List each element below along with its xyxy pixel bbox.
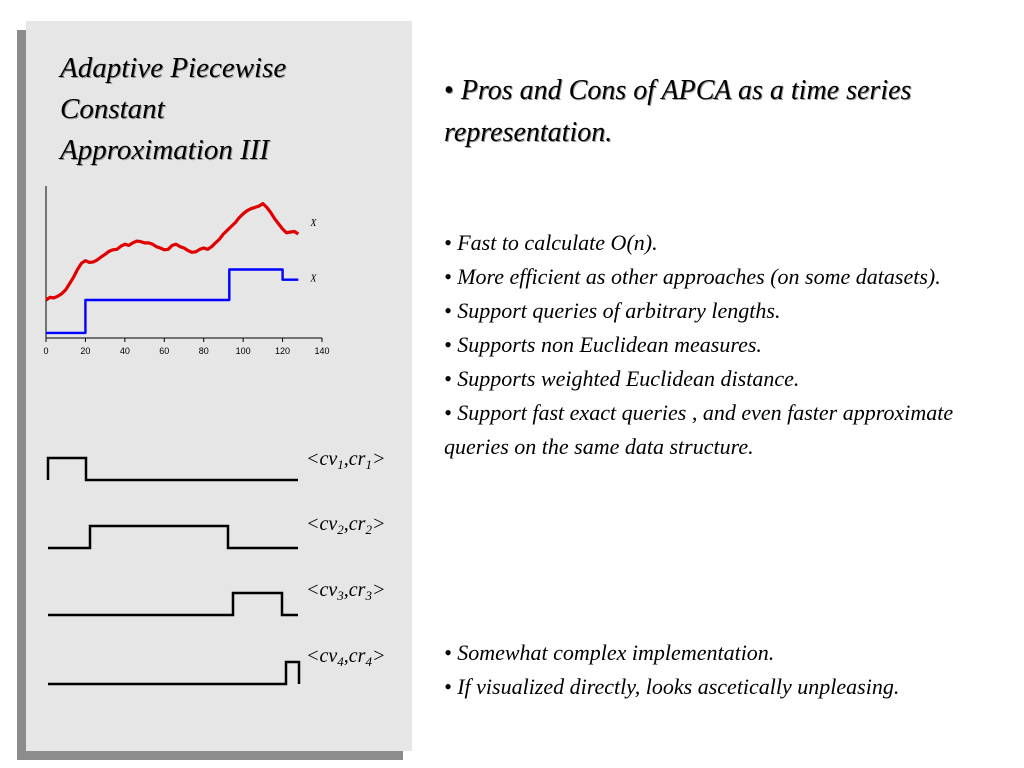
series-label: X [309,218,317,229]
pros-item: • Fast to calculate O(n). [444,230,658,255]
left-panel [26,21,412,751]
pros-item: • More efficient as other approaches (on… [444,264,941,289]
series-line [45,202,300,302]
x-tick-label: 120 [275,346,290,356]
x-tick-label: 40 [120,346,130,356]
cons-item: • If visualized directly, looks ascetica… [444,674,900,699]
series-line [46,268,299,335]
pros-item: • Support fast exact queries , and even … [444,400,954,459]
x-tick-label: 20 [80,346,90,356]
x-tick-label: 80 [199,346,209,356]
segment-4-label: <cv4,cr4> [306,645,386,669]
segment-1-shape [46,446,306,486]
pros-item: • Support queries of arbitrary lengths. [444,298,781,323]
segment-2-shape [46,514,306,554]
segment-step-line [48,591,298,617]
segment-4-shape [46,650,306,690]
headline: • Pros and Cons of APCA as a time series… [444,70,984,154]
segment-3-label: <cv3,cr3> [306,579,386,603]
cons-list: • Somewhat complex implementation. • If … [444,636,984,704]
slide-title: Adaptive Piecewise Constant Approximatio… [60,48,360,171]
title-line: Approximation III [60,134,270,166]
pros-list: • Fast to calculate O(n). • More efficie… [444,226,984,464]
x-tick-label: 60 [159,346,169,356]
segment-2-label: <cv2,cr2> [306,513,386,537]
pros-item: • Supports non Euclidean measures. [444,332,762,357]
x-tick-label: 0 [43,346,48,356]
title-line: Constant [60,93,165,125]
bullet: • [444,75,454,106]
pros-item: • Supports weighted Euclidean distance. [444,366,800,391]
x-tick-label: 140 [314,346,329,356]
series-label: X [309,274,317,285]
segment-1-label: <cv1,cr1> [306,448,386,472]
segment-step-line [48,660,301,686]
cons-item: • Somewhat complex implementation. [444,640,775,665]
time-series-chart: 0 20 40 60 80 100 120 140 X X [43,186,330,356]
segment-3-shape [46,581,306,621]
segment-step-line [48,524,298,550]
headline-text: Pros and Cons of APCA as a time series r… [444,75,912,148]
x-tick-label: 100 [236,346,251,356]
title-line: Adaptive Piecewise [60,52,287,84]
segment-step-line [46,456,298,482]
